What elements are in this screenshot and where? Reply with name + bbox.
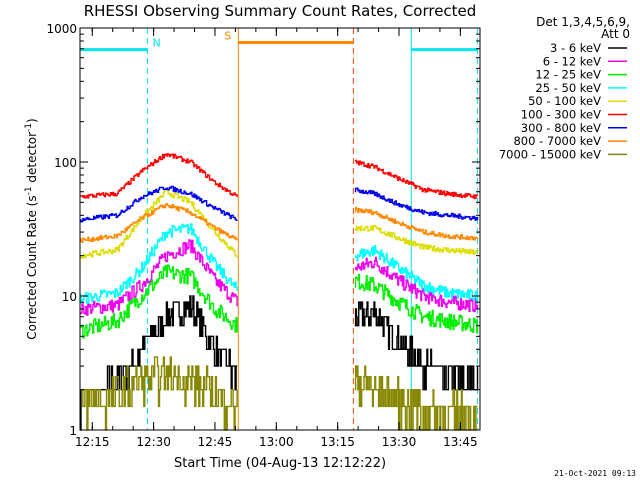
y-tick-label: 10 <box>62 290 77 304</box>
series-line <box>80 356 238 431</box>
series-line <box>354 301 479 391</box>
series-line <box>80 223 238 304</box>
series-line <box>80 188 238 259</box>
series-line <box>80 239 238 316</box>
series-line <box>80 153 238 199</box>
x-tick-label: 13:45 <box>443 435 478 449</box>
legend-label: 6 - 12 keV <box>543 54 601 68</box>
generated-timestamp: 21-Oct-2021 09:13 <box>554 469 636 478</box>
series-line <box>354 365 478 431</box>
y-axis-label-end: ) <box>25 118 39 123</box>
legend-label: 3 - 6 keV <box>550 41 601 55</box>
x-tick-label: 12:30 <box>136 435 171 449</box>
y-axis-label-mid: detector <box>25 132 39 187</box>
marker-label: N <box>152 37 160 50</box>
legend-label: 100 - 300 keV <box>521 108 601 122</box>
series-line <box>80 185 238 223</box>
x-tick-label: 12:15 <box>75 435 110 449</box>
series-line <box>354 244 479 303</box>
legend-label: 50 - 100 keV <box>528 94 601 108</box>
y-axis-label: Corrected Count Rate (s-1 detector-1) <box>24 118 39 339</box>
x-axis-label: Start Time (04-Aug-13 12:12:22) <box>174 456 386 471</box>
series-line <box>354 187 479 221</box>
y-tick-label: 1 <box>69 424 77 438</box>
x-tick-label: 13:30 <box>382 435 417 449</box>
plot-frame <box>79 27 481 431</box>
y-axis-label-sup-2: -1 <box>24 123 34 132</box>
chart-title: RHESSI Observing Summary Count Rates, Co… <box>84 2 477 20</box>
y-axis-label-main: Corrected Count Rate (s <box>25 195 39 339</box>
y-axis: 1 10 100 1000 <box>46 22 480 438</box>
series-line <box>354 256 479 313</box>
series-line <box>354 273 479 334</box>
y-tick-label: 100 <box>54 156 77 170</box>
x-tick-label: 13:15 <box>320 435 355 449</box>
legend-header-line-1: Det 1,3,4,5,6,9, <box>536 15 630 29</box>
series-line <box>354 206 479 241</box>
series-line <box>80 202 238 244</box>
legend-label: 7000 - 15000 keV <box>499 147 601 161</box>
legend-header-line-2: Att 0 <box>601 27 630 41</box>
legend-label: 800 - 7000 keV <box>513 134 601 148</box>
y-axis-label-sup-1: -1 <box>24 186 34 195</box>
series-line <box>80 264 238 339</box>
series-line <box>354 224 479 256</box>
y-tick-label: 1000 <box>46 22 77 36</box>
series-line <box>80 295 238 431</box>
series-line <box>354 159 479 200</box>
plot-content: NS <box>79 28 479 431</box>
x-axis: 12:15 12:30 12:45 13:00 13:15 13:30 13:45 <box>75 28 478 449</box>
legend-label: 300 - 800 keV <box>521 121 601 135</box>
legend-label: 12 - 25 keV <box>535 68 601 82</box>
marker-label: S <box>224 29 231 42</box>
x-tick-label: 13:00 <box>259 435 294 449</box>
x-tick-label: 12:45 <box>198 435 233 449</box>
legend-label: 25 - 50 keV <box>535 81 601 95</box>
